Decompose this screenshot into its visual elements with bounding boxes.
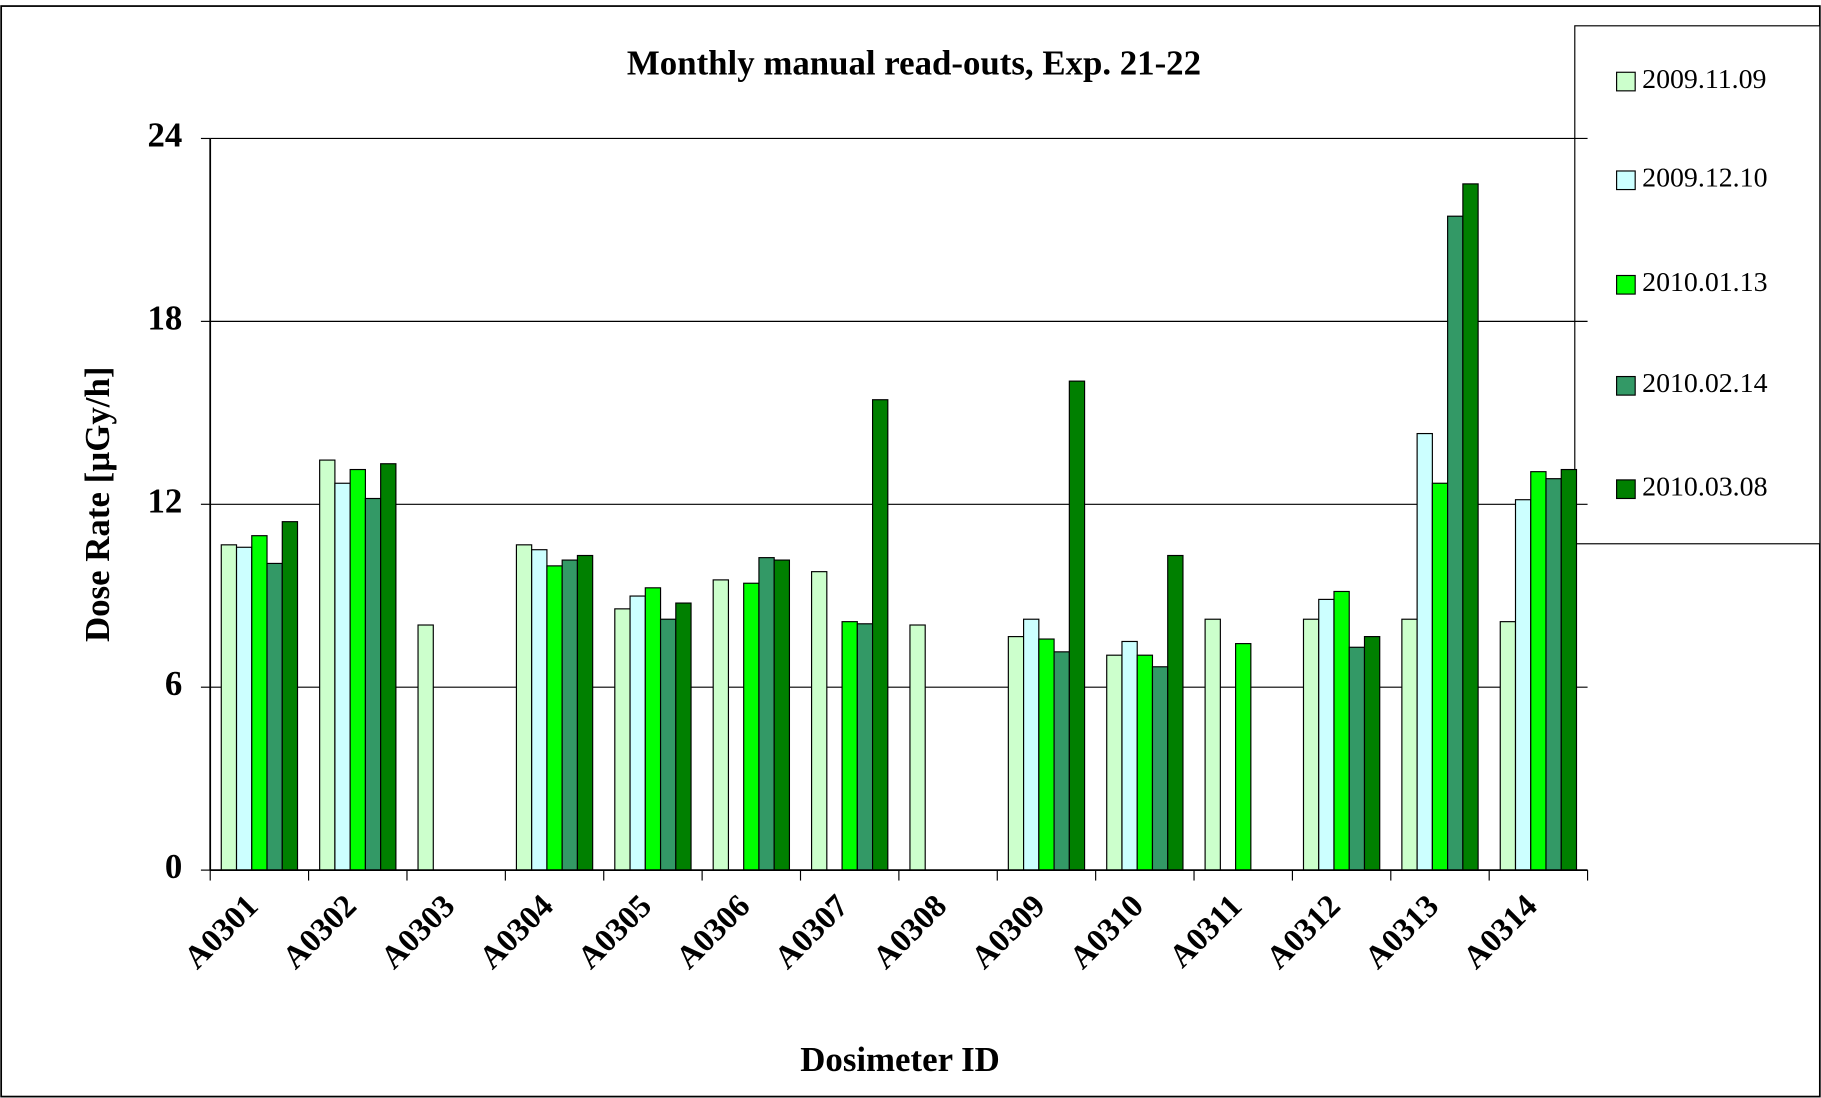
legend-swatch [1616, 375, 1636, 396]
legend-swatch [1616, 170, 1636, 191]
bar [1038, 638, 1055, 871]
bar [546, 565, 563, 871]
y-tick-label: 0 [165, 847, 182, 886]
bar [758, 557, 775, 871]
legend-label: 2009.12.10 [1642, 163, 1767, 194]
bar [1167, 554, 1184, 871]
bar [1333, 590, 1350, 871]
bar [1023, 618, 1040, 871]
bar [1416, 432, 1433, 871]
y-tick-label: 6 [165, 664, 182, 703]
bar [515, 544, 533, 871]
bar [1204, 618, 1221, 871]
bar [417, 624, 434, 871]
bar [1053, 651, 1070, 871]
legend-label: 2010.02.14 [1642, 368, 1767, 399]
bar [675, 602, 692, 871]
legend-label: 2010.03.08 [1642, 472, 1767, 503]
bar [1431, 482, 1449, 871]
bar [629, 595, 646, 871]
bar [531, 549, 548, 871]
legend-swatch [1616, 479, 1636, 500]
x-axis-label: Dosimeter ID [800, 1040, 1000, 1079]
legend-label: 2009.11.09 [1642, 64, 1766, 95]
bar [1447, 215, 1464, 871]
bar [561, 559, 579, 871]
bar [334, 482, 351, 871]
bar [1007, 636, 1025, 871]
bar [1462, 183, 1479, 871]
bar [773, 559, 791, 871]
bar [1530, 471, 1547, 871]
chart-title: Monthly manual read-outs, Exp. 21-22 [627, 43, 1201, 82]
legend-swatch [1616, 71, 1636, 92]
bar [1545, 478, 1562, 871]
y-tick-label: 18 [148, 298, 183, 337]
bar [614, 608, 631, 871]
bar [235, 546, 253, 871]
bar [1235, 643, 1252, 871]
bar [1401, 618, 1418, 871]
bar [644, 587, 662, 871]
legend-box [1574, 25, 1821, 545]
bar [1318, 598, 1335, 871]
bar [1348, 646, 1366, 871]
bar [871, 399, 889, 871]
y-tick-label: 24 [148, 115, 183, 154]
bar [1514, 499, 1532, 871]
bar [1363, 636, 1381, 871]
bar [1499, 621, 1517, 871]
bar [576, 554, 594, 871]
y-tick-label: 12 [148, 481, 183, 520]
bar [1121, 640, 1138, 871]
bar [743, 582, 760, 871]
bar [1151, 666, 1169, 871]
bar [841, 621, 858, 871]
bar [810, 571, 828, 871]
bar [266, 562, 283, 871]
bar [220, 544, 238, 871]
bar [364, 497, 382, 871]
bar [1560, 468, 1578, 871]
bar [380, 463, 397, 871]
bar [856, 623, 874, 871]
bar [1106, 654, 1123, 871]
legend-swatch [1616, 274, 1636, 295]
bar [1068, 380, 1086, 871]
bar [1136, 654, 1154, 871]
y-axis-label: Dose Rate [µGy/h] [78, 367, 117, 642]
bar [1302, 618, 1320, 871]
legend-label: 2010.01.13 [1642, 267, 1767, 298]
bar [712, 579, 730, 871]
bar [909, 624, 926, 871]
bar [659, 618, 677, 871]
bar [349, 468, 366, 871]
bar [281, 521, 299, 871]
bar [251, 535, 268, 871]
bar [319, 459, 336, 871]
